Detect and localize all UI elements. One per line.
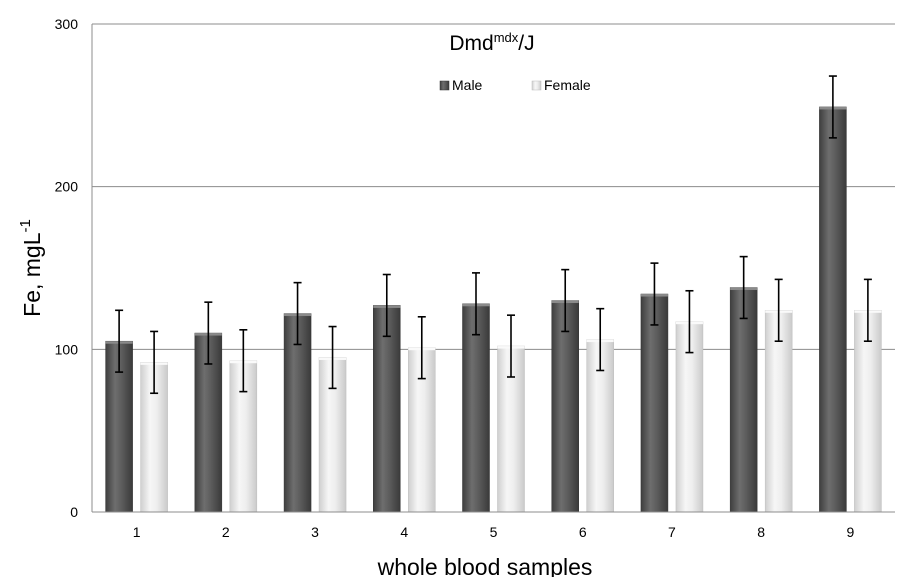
- bar-male-5: [462, 303, 490, 513]
- y-tick-label: 0: [70, 504, 78, 520]
- legend: Male Female: [439, 77, 591, 93]
- error-bar-female-9: [863, 278, 872, 343]
- x-tick-label: 6: [579, 524, 587, 540]
- error-bar-female-5: [507, 314, 515, 378]
- y-axis-title-main: Fe, mgL: [19, 232, 45, 317]
- error-bar-male-7: [650, 262, 659, 326]
- bar-male-7: [640, 293, 669, 513]
- error-bar-female-3: [328, 325, 337, 390]
- legend-label-male: Male: [452, 77, 483, 93]
- error-bar-male-3: [293, 281, 302, 346]
- error-bar-female-6: [596, 307, 605, 372]
- chart-title-suffix: /J: [518, 32, 534, 55]
- error-bar-male-9: [828, 75, 837, 139]
- bars: [105, 106, 882, 513]
- error-bar-female-8: [774, 278, 783, 343]
- error-bar-male-4: [382, 273, 391, 338]
- error-bar-female-4: [417, 315, 426, 380]
- y-tick-labels: 0 100 200 300: [55, 16, 79, 520]
- legend-swatch-male: [439, 80, 450, 91]
- y-axis-title-superscript: -1: [17, 219, 34, 232]
- x-tick-label: 8: [757, 524, 765, 540]
- y-axis-title: Fe, mgL-1: [17, 219, 45, 317]
- bar-male-8: [729, 287, 758, 513]
- chart-title-main: Dmd: [449, 32, 493, 55]
- error-bar-male-8: [739, 255, 748, 320]
- bar-male-6: [551, 300, 579, 513]
- error-bar-female-7: [685, 289, 694, 354]
- y-tick-label: 200: [55, 179, 79, 195]
- error-bar-male-5: [472, 272, 480, 336]
- bar-male-9: [819, 106, 847, 513]
- error-bar-male-2: [204, 301, 213, 365]
- bar-female-8: [764, 310, 793, 513]
- error-bars: [115, 75, 872, 395]
- x-tick-label: 5: [490, 524, 498, 540]
- legend-label-female: Female: [544, 77, 591, 93]
- y-tick-label: 100: [55, 341, 79, 357]
- bar-female-7: [675, 321, 704, 513]
- bar-female-9: [854, 310, 882, 513]
- y-tick-label: 300: [55, 16, 79, 32]
- gridlines: [92, 23, 895, 350]
- error-bar-female-2: [239, 329, 248, 393]
- chart-title: Dmdmdx/J: [449, 30, 534, 55]
- x-tick-label: 9: [846, 524, 854, 540]
- chart-title-superscript: mdx: [494, 30, 519, 45]
- bar-male-3: [283, 313, 312, 513]
- error-bar-male-6: [561, 268, 570, 333]
- error-bar-female-1: [150, 330, 159, 395]
- x-axis-title: whole blood samples: [377, 554, 593, 577]
- x-tick-label: 1: [133, 524, 141, 540]
- bar-male-4: [373, 305, 401, 513]
- x-tick-label: 7: [668, 524, 676, 540]
- x-tick-label: 2: [222, 524, 230, 540]
- error-bar-male-1: [115, 309, 124, 373]
- x-tick-label: 4: [400, 524, 408, 540]
- x-tick-labels: 1 2 3 4 5 6 7 8 9: [133, 524, 855, 540]
- x-tick-label: 3: [311, 524, 319, 540]
- legend-swatch-female: [531, 80, 542, 91]
